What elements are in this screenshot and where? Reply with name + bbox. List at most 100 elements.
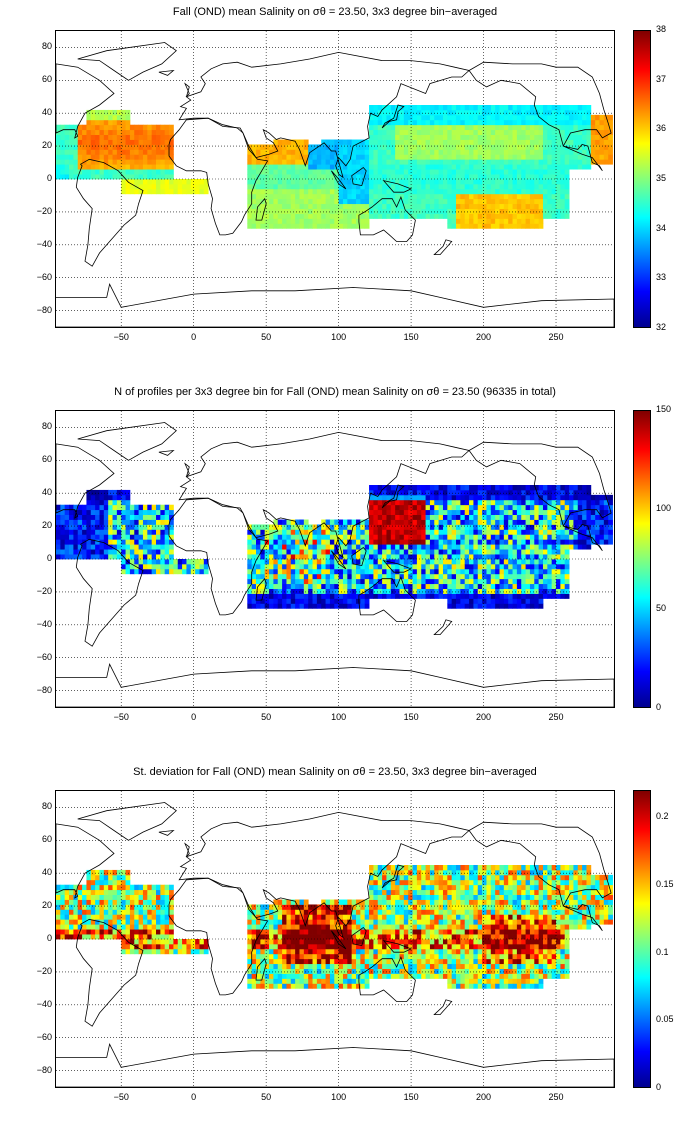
bin-cell xyxy=(460,105,466,111)
bin-cell xyxy=(534,583,540,589)
bin-cell xyxy=(490,539,496,545)
bin-cell xyxy=(182,563,187,570)
bin-cell xyxy=(95,494,100,501)
bin-cell xyxy=(429,208,435,214)
bin-cell xyxy=(295,183,300,190)
bin-cell xyxy=(69,149,74,155)
bin-cell xyxy=(386,485,392,491)
bin-cell xyxy=(438,588,444,594)
bin-cell xyxy=(308,208,313,214)
bin-cell xyxy=(269,603,274,609)
bin-cell xyxy=(303,588,309,594)
bin-cell xyxy=(273,154,279,160)
bin-cell xyxy=(416,105,422,111)
bin-cell xyxy=(425,109,431,116)
bin-cell xyxy=(421,514,426,520)
bin-cell xyxy=(351,218,357,224)
bin-cell xyxy=(477,504,483,511)
bin-cell xyxy=(95,134,100,140)
bin-cell xyxy=(521,105,526,111)
bin-cell xyxy=(138,929,144,935)
bin-cell xyxy=(395,534,400,540)
bin-cell xyxy=(451,529,457,535)
bin-cell xyxy=(595,134,600,140)
bin-cell xyxy=(416,179,422,185)
bin-cell xyxy=(603,539,609,545)
bin-cell xyxy=(399,169,405,175)
y-tick-label: −60 xyxy=(36,271,52,282)
bin-cell xyxy=(142,934,148,940)
bin-cell xyxy=(112,534,118,540)
bin-cell xyxy=(551,583,557,589)
bin-cell xyxy=(73,169,79,175)
bin-cell xyxy=(429,489,435,496)
bin-cell xyxy=(138,529,144,535)
bin-cell xyxy=(512,494,518,501)
bin-cell xyxy=(486,179,492,185)
bin-cell xyxy=(442,208,448,214)
bin-cell xyxy=(560,164,566,170)
bin-cell xyxy=(321,139,326,145)
bin-cell xyxy=(590,144,596,150)
bin-cell xyxy=(473,598,479,604)
bin-cell xyxy=(456,509,461,515)
bin-cell xyxy=(608,144,613,150)
bin-cell xyxy=(499,218,505,224)
bin-cell xyxy=(447,164,453,170)
bin-cell xyxy=(486,544,492,550)
bin-cell xyxy=(469,164,474,170)
bin-cell xyxy=(438,154,444,160)
bin-cell xyxy=(503,114,509,121)
bin-cell xyxy=(521,519,526,525)
bin-cell xyxy=(556,494,561,501)
bin-cell xyxy=(390,179,396,185)
bin-cell xyxy=(590,514,596,520)
bin-cell xyxy=(103,504,109,511)
bin-cell xyxy=(512,509,518,515)
bin-cell xyxy=(129,149,135,155)
bin-cell xyxy=(434,494,440,501)
bin-cell xyxy=(125,524,131,530)
bin-cell xyxy=(303,573,309,580)
bin-cell xyxy=(460,559,466,565)
bin-cell xyxy=(338,183,344,190)
bin-cell xyxy=(129,889,135,895)
bin-cell xyxy=(121,948,126,955)
bin-cell xyxy=(551,179,557,185)
bin-cell xyxy=(108,149,113,155)
bin-cell xyxy=(586,159,592,165)
bin-cell xyxy=(542,144,548,150)
bin-cell xyxy=(338,529,344,535)
bin-cell xyxy=(386,109,392,116)
bin-cell xyxy=(156,134,161,140)
bin-cell xyxy=(560,578,566,585)
bin-cell xyxy=(360,208,366,214)
bin-cell xyxy=(490,559,496,565)
bin-cell xyxy=(395,588,400,594)
bin-cell xyxy=(534,499,540,506)
bin-cell xyxy=(342,193,348,200)
bin-cell xyxy=(542,524,548,530)
bin-cell xyxy=(529,114,535,121)
bin-cell xyxy=(547,179,553,185)
bin-cell xyxy=(103,524,109,530)
bin-cell xyxy=(260,544,266,550)
coastline xyxy=(184,82,190,98)
bin-cell xyxy=(386,544,392,550)
bin-cell xyxy=(116,159,122,165)
bin-cell xyxy=(164,134,170,140)
bin-cell xyxy=(364,529,370,535)
bin-cell xyxy=(342,593,348,599)
bin-cell xyxy=(56,909,61,915)
bin-cell xyxy=(282,539,287,545)
bin-cell xyxy=(516,494,522,501)
bin-cell xyxy=(512,559,518,565)
bin-cell xyxy=(295,963,300,969)
bin-cell xyxy=(303,544,309,550)
bin-cell xyxy=(269,169,274,175)
bin-cell xyxy=(147,894,153,900)
bin-cell xyxy=(282,593,287,599)
bin-cell xyxy=(521,109,526,116)
bin-cell xyxy=(508,494,513,501)
bin-cell xyxy=(356,198,361,205)
